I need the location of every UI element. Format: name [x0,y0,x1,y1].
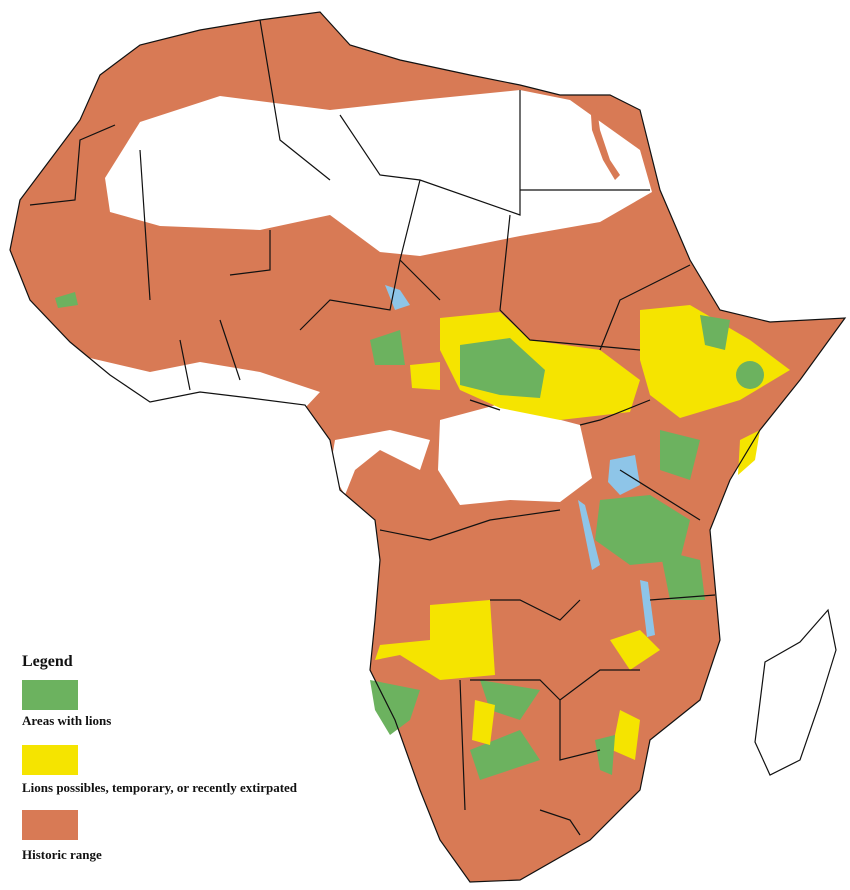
legend-label: Areas with lions [22,713,111,728]
country-borders [29,19,716,836]
coastline [9,11,847,883]
nile [590,95,620,180]
congo-basin [438,404,592,505]
legend-label: Lions possibles, temporary, or recently … [22,780,298,795]
lion-areas [55,292,790,780]
madagascar [754,608,837,776]
legend-swatch [22,745,78,775]
west-coast [90,358,320,408]
legend: Legend Areas with lions Lions possibles,… [22,653,298,862]
legend-swatch [22,680,78,710]
legend-label: Historic range [22,847,102,862]
central-west [330,430,430,495]
africa-map [9,11,847,883]
legend-title: Legend [22,653,73,670]
legend-swatch [22,810,78,840]
lakes [385,285,655,637]
